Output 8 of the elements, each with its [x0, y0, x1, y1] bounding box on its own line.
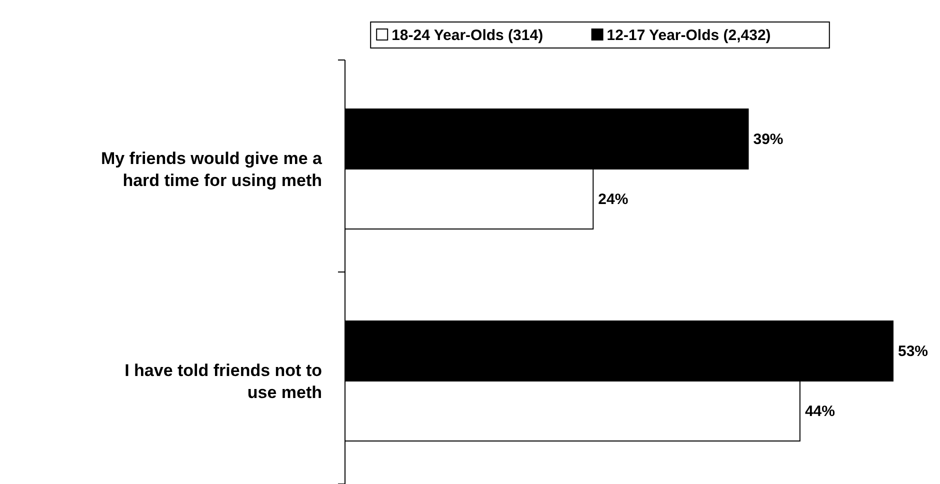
data-label: 39%: [753, 131, 784, 148]
legend-label: 12-17 Year-Olds (2,432): [606, 27, 771, 44]
y-tick-label: I have told friends not to use meth: [124, 361, 322, 402]
data-label: 44%: [804, 403, 835, 420]
y-tick-label: My friends would give me a hard time for using meth: [100, 149, 323, 190]
legend-label: 18-24 Year-Olds (314): [392, 27, 544, 44]
data-label: 24%: [598, 191, 628, 208]
data-label: 53%: [898, 343, 928, 360]
